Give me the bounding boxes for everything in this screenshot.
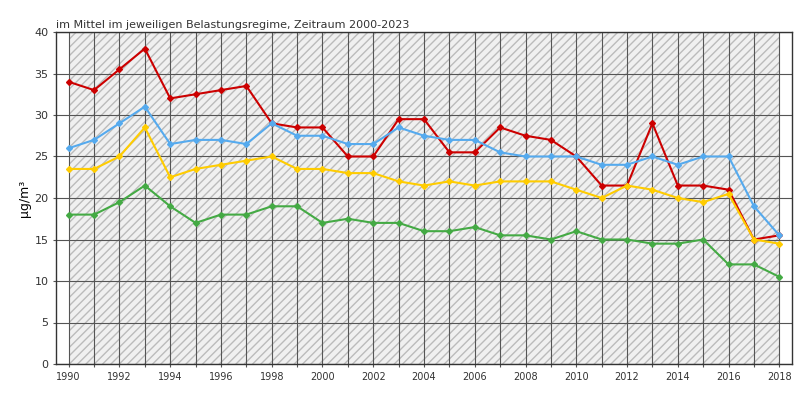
Bar bbox=[322, 32, 348, 364]
Bar bbox=[754, 32, 779, 364]
Bar bbox=[145, 32, 170, 364]
Bar bbox=[221, 32, 246, 364]
Bar bbox=[678, 32, 703, 364]
Y-axis label: µg/m³: µg/m³ bbox=[18, 179, 31, 217]
Bar bbox=[374, 32, 398, 364]
Bar bbox=[69, 32, 94, 364]
Bar bbox=[729, 32, 754, 364]
Bar bbox=[576, 32, 602, 364]
Bar bbox=[450, 32, 474, 364]
Bar bbox=[348, 32, 374, 364]
Bar bbox=[398, 32, 424, 364]
Bar bbox=[94, 32, 119, 364]
Bar bbox=[627, 32, 653, 364]
Bar bbox=[195, 32, 221, 364]
Bar bbox=[246, 32, 272, 364]
Bar bbox=[500, 32, 526, 364]
Bar bbox=[297, 32, 322, 364]
Bar bbox=[602, 32, 627, 364]
Bar bbox=[526, 32, 551, 364]
Bar bbox=[170, 32, 195, 364]
Bar bbox=[653, 32, 678, 364]
Bar bbox=[551, 32, 576, 364]
Bar bbox=[272, 32, 297, 364]
Bar bbox=[424, 32, 450, 364]
Text: im Mittel im jeweiligen Belastungsregime, Zeitraum 2000-2023: im Mittel im jeweiligen Belastungsregime… bbox=[56, 20, 410, 30]
Bar bbox=[474, 32, 500, 364]
Bar bbox=[119, 32, 145, 364]
Bar bbox=[703, 32, 729, 364]
